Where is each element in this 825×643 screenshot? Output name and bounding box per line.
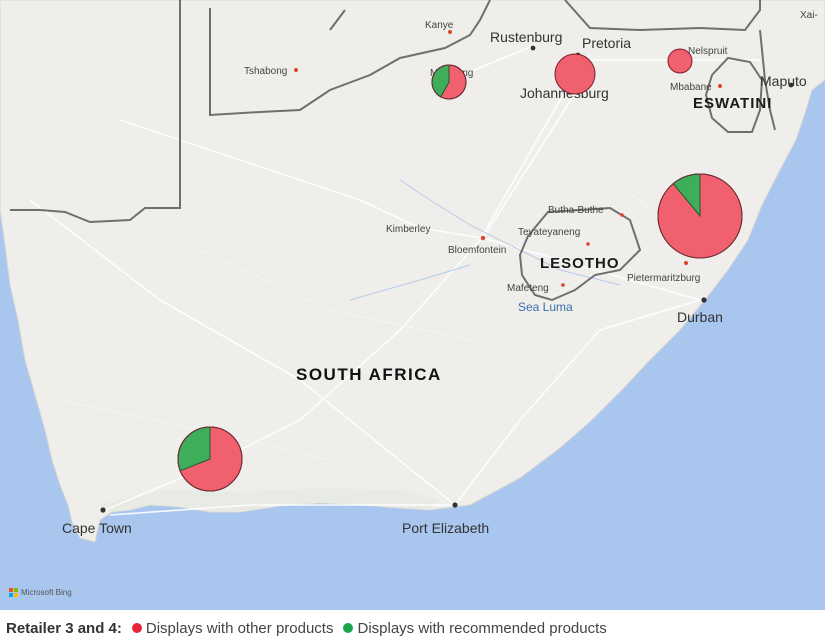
minor-roads	[59, 119, 701, 461]
city-label-mafeteng: Mafeteng	[507, 283, 549, 294]
country-label-eswatini: ESWATINI	[693, 95, 772, 112]
pie-slice-other[interactable]	[667, 48, 693, 74]
bing-attribution: Microsoft Bing	[9, 588, 72, 597]
bing-attribution-text: Microsoft Bing	[21, 588, 72, 597]
city-label-xai-xai: Xai-	[800, 10, 818, 21]
pie-marker-western-cape[interactable]	[177, 426, 243, 492]
pie-marker-nelspruit[interactable]	[667, 48, 693, 74]
pie-outline	[177, 426, 243, 492]
pie-slice-other[interactable]	[554, 53, 596, 95]
roads	[29, 44, 760, 516]
city-label-butha-buthe: Butha-Buthe	[548, 205, 604, 216]
legend-swatch-recommended	[343, 623, 354, 633]
pie-outline	[657, 173, 743, 259]
legend-title: Retailer 3 and 4:	[6, 619, 122, 637]
legend-swatch-other	[131, 623, 142, 633]
pie-marker-mahikeng[interactable]	[431, 64, 467, 100]
pie-marker-pietermaritzburg[interactable]	[657, 173, 743, 259]
water-label-sea-luma: Sea Luma	[518, 300, 573, 314]
legend-label-other: Displays with other products	[145, 619, 334, 637]
country-label-south-africa: SOUTH AFRICA	[296, 365, 442, 384]
city-label-rustenburg: Rustenburg	[490, 29, 562, 45]
country-label-lesotho: LESOTHO	[540, 255, 620, 272]
city-label-port-elizabeth: Port Elizabeth	[402, 520, 489, 536]
country-borders	[10, 0, 776, 302]
rivers	[349, 179, 621, 301]
map-canvas[interactable]: SOUTH AFRICA LESOTHO ESWATINI Kanye Tsha…	[0, 0, 825, 610]
city-label-pietermaritzburg: Pietermaritzburg	[627, 273, 700, 284]
city-label-tshabong: Tshabong	[244, 66, 287, 77]
legend-item-recommended[interactable]: Displays with recommended products	[335, 619, 607, 637]
legend: Retailer 3 and 4: Displays with other pr…	[6, 618, 609, 638]
pie-markers[interactable]	[177, 48, 743, 492]
city-label-teyateyaneng: Teyateyaneng	[518, 227, 580, 238]
legend-label-recommended: Displays with recommended products	[357, 619, 607, 637]
city-label-cape-town: Cape Town	[62, 520, 132, 536]
city-label-kanye: Kanye	[425, 20, 454, 31]
city-label-maputo: Maputo	[760, 73, 807, 89]
fynbos-area	[100, 488, 440, 512]
pie-outline	[431, 64, 467, 100]
city-label-mbabane: Mbabane	[670, 82, 712, 93]
city-label-nelspruit: Nelspruit	[688, 46, 728, 57]
city-label-durban: Durban	[677, 309, 723, 325]
city-label-pretoria: Pretoria	[582, 35, 631, 51]
city-label-kimberley: Kimberley	[386, 224, 430, 235]
microsoft-logo-icon	[9, 588, 18, 597]
legend-item-other[interactable]: Displays with other products	[128, 619, 334, 637]
city-label-bloemfontein: Bloemfontein	[448, 245, 506, 256]
pie-marker-johannesburg[interactable]	[554, 53, 596, 95]
city-dots	[294, 30, 722, 287]
